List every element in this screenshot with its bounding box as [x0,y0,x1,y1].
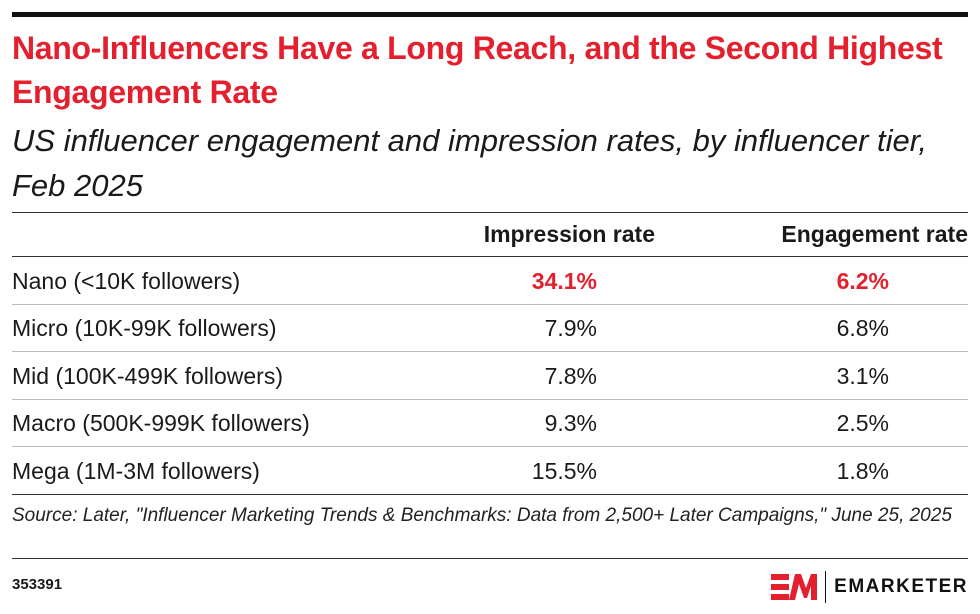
column-header-engagement: Engagement rate [781,221,968,247]
impression-rate-value: 34.1% [531,268,597,294]
brand-name: EMARKETER [834,576,968,597]
table-row: Micro (10K-99K followers) 7.9% 6.8% [12,304,968,351]
row-divider [12,351,968,353]
divider [12,212,968,213]
table-header: Impression rate Engagement rate [12,210,968,257]
chart-title: Nano-Influencers Have a Long Reach, and … [12,30,943,110]
impression-rate-value: 7.8% [544,362,597,389]
row-divider [12,446,968,448]
row-label: Macro (500K-999K followers) [12,410,310,437]
row-divider [12,304,968,305]
em-logo-icon [770,574,817,600]
engagement-rate-value: 6.8% [836,315,889,342]
divider [12,494,968,495]
chart-subtitle: US influencer engagement and impression … [12,123,927,203]
row-label: Micro (10K-99K followers) [12,315,277,342]
impression-rate-value: 7.9% [544,315,597,342]
impression-rate-value: 15.5% [531,457,597,484]
emarketer-logo: EMARKETER [770,571,968,603]
engagement-rate-value: 6.2% [836,268,889,294]
divider [12,256,968,257]
table-row: Macro (500K-999K followers) 9.3% 2.5% [12,399,968,446]
engagement-rate-value: 2.5% [836,410,889,437]
row-label: Nano (<10K followers) [12,268,241,294]
table-row: Mega (1M-3M followers) 15.5% 1.8% [12,447,968,494]
row-divider [12,398,968,400]
impression-rate-value: 9.3% [544,410,597,437]
engagement-rate-value: 3.1% [836,362,889,389]
logo-separator [824,571,827,603]
engagement-rate-value: 1.8% [836,457,889,484]
top-rule [12,12,968,17]
column-header-impression: Impression rate [483,221,655,247]
table-row: Mid (100K-499K followers) 7.8% 3.1% [12,352,968,399]
source-note: Source: Later, "Influencer Marketing Tre… [12,505,952,526]
row-label: Mega (1M-3M followers) [12,457,260,484]
row-label: Mid (100K-499K followers) [12,362,284,389]
table-row: Nano (<10K followers) 34.1% 6.2% [12,257,968,304]
chart-id: 353391 [12,576,63,593]
divider [12,558,968,559]
